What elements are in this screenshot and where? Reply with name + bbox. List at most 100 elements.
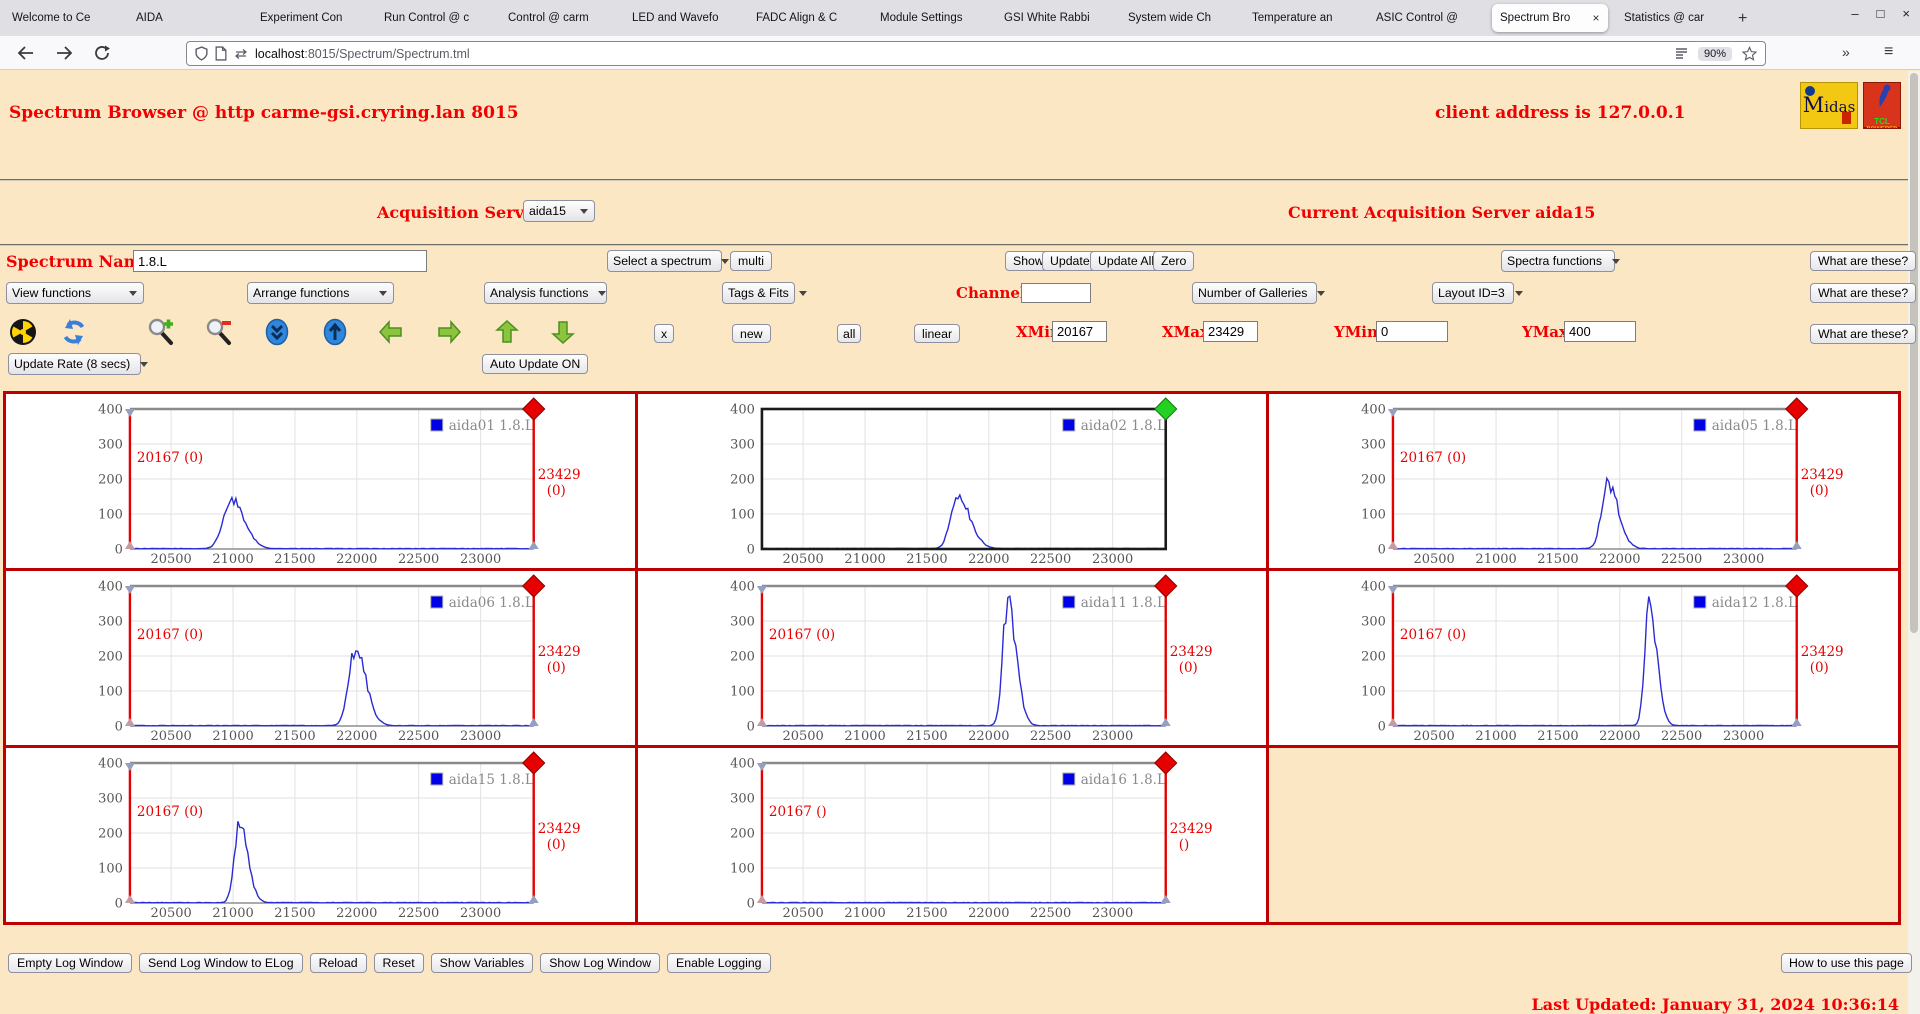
empty-log-window-button[interactable]: Empty Log Window	[8, 953, 132, 973]
window-close-button[interactable]: ×	[1902, 6, 1910, 21]
zoom-out-icon[interactable]	[205, 318, 233, 346]
xmin-marker-label: 20167 (0)	[137, 804, 203, 820]
browser-tab[interactable]: GSI White Rabbi	[996, 4, 1112, 32]
show-log-window-button[interactable]: Show Log Window	[540, 953, 661, 973]
multi-button[interactable]: multi	[730, 251, 772, 271]
svg-text:0: 0	[1378, 542, 1386, 557]
update-button[interactable]: Update	[1042, 251, 1098, 271]
browser-tab[interactable]: Spectrum Bro ×	[1492, 4, 1608, 32]
page-scrollbar[interactable]	[1908, 71, 1920, 1014]
update-all-button[interactable]: Update All	[1090, 251, 1163, 271]
browser-tab[interactable]: ASIC Control @	[1368, 4, 1484, 32]
scrollbar-thumb[interactable]	[1910, 73, 1918, 633]
https-switch-icon[interactable]	[234, 48, 248, 60]
spectrum-chart[interactable]: 400 300 200 100 0 20500 21000 21500 22000 22500 23…	[1269, 571, 1898, 745]
svg-text:200: 200	[98, 826, 123, 841]
zero-button[interactable]: Zero	[1153, 251, 1195, 271]
bookmark-star-icon[interactable]	[1742, 46, 1757, 61]
layout-id-select[interactable]: Layout ID=3	[1432, 282, 1523, 304]
reader-mode-icon[interactable]	[1675, 47, 1688, 60]
back-icon[interactable]	[16, 44, 36, 62]
spectrum-chart[interactable]: 400 300 200 100 0 20500 21000 21500 22000 22500 23…	[638, 748, 1267, 922]
what-are-these-button-1[interactable]: What are these?	[1810, 251, 1917, 271]
browser-tab[interactable]: Run Control @ c	[376, 4, 492, 32]
window-minimize-button[interactable]: –	[1851, 6, 1859, 21]
what-are-these-button-3[interactable]: What are these?	[1810, 324, 1917, 344]
radiation-icon[interactable]	[9, 318, 37, 346]
browser-tab[interactable]: Experiment Con	[252, 4, 368, 32]
update-rate-select[interactable]: Update Rate (8 secs)	[8, 353, 149, 375]
svg-text:(0): (0)	[1810, 660, 1829, 676]
scroll-right-icon[interactable]	[435, 318, 463, 346]
scroll-left-icon[interactable]	[377, 318, 405, 346]
show-variables-button[interactable]: Show Variables	[430, 953, 534, 973]
browser-tab[interactable]: Temperature an	[1244, 4, 1360, 32]
browser-tab[interactable]: System wide Ch	[1120, 4, 1236, 32]
analysis-functions-select[interactable]: Analysis functions	[484, 282, 607, 304]
how-to-use-button[interactable]: How to use this page	[1781, 953, 1912, 973]
browser-tab[interactable]: LED and Wavefo	[624, 4, 740, 32]
ymin-input[interactable]	[1376, 321, 1448, 342]
svg-text:22000: 22000	[336, 729, 377, 744]
spectrum-chart[interactable]: 400 300 200 100 0 20500 21000 21500 22000 22500 23…	[6, 748, 635, 922]
acquisition-server-select[interactable]: aida15	[523, 200, 595, 222]
log-controls: Empty Log Window Send Log Window to ELog R…	[8, 953, 771, 973]
svg-text:20500: 20500	[150, 906, 191, 921]
tab-close-icon[interactable]: ×	[1589, 4, 1603, 32]
expand-y-icon[interactable]	[321, 318, 349, 346]
channel-input[interactable]	[1021, 283, 1091, 303]
reset-button[interactable]: Reset	[373, 953, 424, 973]
browser-tab[interactable]: FADC Align & C	[748, 4, 864, 32]
svg-text:(0): (0)	[547, 837, 566, 853]
toolbar-overflow-icon[interactable]: »	[1842, 44, 1850, 60]
view-functions-select[interactable]: View functions	[6, 282, 144, 304]
spectrum-chart[interactable]: 400 300 200 100 0 20500 21000 21500 22000 22500 23…	[638, 394, 1267, 568]
browser-tab[interactable]: Module Settings	[872, 4, 988, 32]
svg-text:22000: 22000	[336, 906, 377, 921]
select-a-spectrum-select[interactable]: Select a spectrum	[607, 250, 730, 272]
show-button[interactable]: Show	[1005, 251, 1052, 271]
zoom-in-icon[interactable]	[147, 318, 175, 346]
browser-tab[interactable]: Welcome to Ce	[4, 4, 120, 32]
spectrum-chart[interactable]: 400 300 200 100 0 20500 21000 21500 22000 22500 23…	[1269, 394, 1898, 568]
spectrum-chart[interactable]: 400 300 200 100 0 20500 21000 21500 22000 22500 23…	[6, 394, 635, 568]
spectrum-chart[interactable]: 400 300 200 100 0 20500 21000 21500 22000 22500 23…	[638, 571, 1267, 745]
update-status-diamond	[522, 574, 546, 598]
spectrum-name-input[interactable]	[133, 250, 427, 272]
number-of-galleries-select[interactable]: Number of Galleries	[1192, 282, 1326, 304]
reload-icon[interactable]	[92, 44, 112, 62]
window-restore-button[interactable]: □	[1876, 6, 1885, 21]
xmax-marker-label: 23429	[538, 467, 581, 483]
xmin-input[interactable]	[1052, 321, 1107, 342]
send-log-window-to-elog-button[interactable]: Send Log Window to ELog	[138, 953, 303, 973]
spectra-functions-select[interactable]: Spectra functions	[1501, 250, 1621, 272]
browser-tab[interactable]: Control @ carm	[500, 4, 616, 32]
shield-icon[interactable]	[195, 46, 208, 61]
linear-button[interactable]: linear	[914, 324, 961, 343]
shrink-y-icon[interactable]	[263, 318, 291, 346]
spectrum-chart[interactable]: 400 300 200 100 0 20500 21000 21500 22000 22500 23…	[6, 571, 635, 745]
what-are-these-button-2[interactable]: What are these?	[1810, 283, 1917, 303]
zoom-level-badge[interactable]: 90%	[1697, 46, 1732, 61]
menu-hamburger-icon[interactable]: ≡	[1884, 43, 1894, 60]
svg-text:21500: 21500	[274, 729, 315, 744]
page-info-icon[interactable]	[215, 46, 227, 61]
auto-update-button[interactable]: Auto Update ON	[482, 354, 589, 374]
browser-tab[interactable]: AIDA	[128, 4, 244, 32]
scroll-up-icon[interactable]	[493, 318, 521, 346]
new-button[interactable]: new	[732, 324, 771, 343]
ymax-input[interactable]	[1564, 321, 1636, 342]
browser-tab[interactable]: Statistics @ car	[1616, 4, 1732, 32]
tags-fits-select[interactable]: Tags & Fits	[722, 282, 807, 304]
forward-icon[interactable]	[54, 44, 74, 62]
reload-button[interactable]: Reload	[309, 953, 367, 973]
new-tab-button[interactable]: +	[1738, 10, 1748, 27]
scroll-down-icon[interactable]	[549, 318, 577, 346]
refresh-icon[interactable]	[60, 318, 88, 346]
all-button[interactable]: all	[837, 324, 862, 343]
x-axis-button[interactable]: x	[654, 324, 675, 343]
url-bar[interactable]: localhost:8015/Spectrum/Spectrum.tml 90%	[186, 41, 1766, 66]
arrange-functions-select[interactable]: Arrange functions	[247, 282, 394, 304]
enable-logging-button[interactable]: Enable Logging	[667, 953, 771, 973]
xmax-input[interactable]	[1203, 321, 1258, 342]
